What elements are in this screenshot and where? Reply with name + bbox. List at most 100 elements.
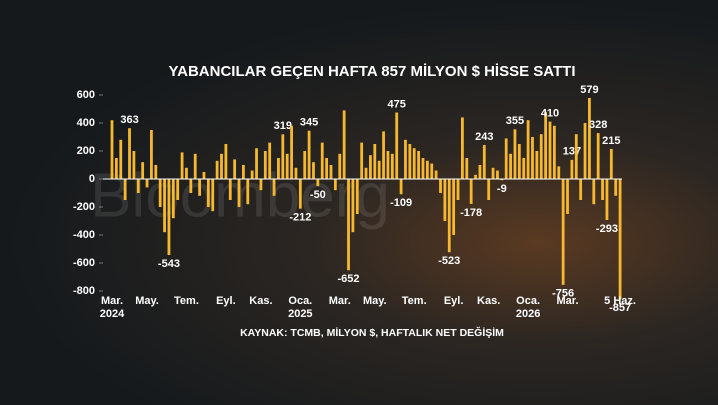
bar xyxy=(316,179,320,186)
bar xyxy=(298,179,302,209)
value-label: -178 xyxy=(460,207,482,219)
bar xyxy=(202,172,206,179)
bar xyxy=(447,179,451,253)
bar xyxy=(123,179,127,200)
bar xyxy=(443,179,447,221)
x-tick-label: Tem. xyxy=(401,295,427,307)
bar xyxy=(277,158,280,179)
bar xyxy=(390,153,394,179)
bar xyxy=(478,165,482,179)
y-tick-label: -600 xyxy=(73,257,95,269)
bar xyxy=(552,125,556,179)
bar xyxy=(110,120,114,179)
bar xyxy=(198,179,201,196)
bar xyxy=(496,170,499,179)
value-label: 319 xyxy=(274,120,292,132)
bar xyxy=(456,179,460,200)
bar xyxy=(570,159,574,179)
bar xyxy=(531,137,534,179)
bar xyxy=(215,160,219,179)
bar xyxy=(312,162,315,179)
bar xyxy=(535,151,539,179)
bar xyxy=(141,162,145,179)
bar xyxy=(487,179,491,200)
bar xyxy=(220,153,223,179)
bar xyxy=(150,130,153,179)
bar xyxy=(377,160,381,179)
bar xyxy=(522,158,526,179)
bar xyxy=(439,179,442,193)
value-label: 137 xyxy=(563,146,581,158)
bar xyxy=(408,144,412,179)
bar xyxy=(176,179,180,200)
y-tick-label: 600 xyxy=(77,89,95,101)
bar xyxy=(360,142,364,179)
bar xyxy=(386,151,390,179)
x-tick-label: Eyl. xyxy=(443,295,464,307)
bar xyxy=(294,167,298,179)
bar xyxy=(618,179,622,299)
bar xyxy=(255,148,258,179)
x-tick-label: Mar. xyxy=(556,295,579,307)
x-tick-label: Mar. xyxy=(328,295,351,307)
bar xyxy=(399,179,403,195)
value-label: -857 xyxy=(609,302,631,314)
bar xyxy=(347,179,350,271)
x-tick-label: Tem. xyxy=(174,295,199,307)
bar xyxy=(233,159,237,179)
x-tick-label: May. xyxy=(135,295,159,307)
bar xyxy=(268,142,272,179)
bar xyxy=(237,179,241,207)
value-label: -9 xyxy=(497,183,507,195)
y-tick-label: 400 xyxy=(77,117,95,129)
bar xyxy=(504,138,508,179)
bar xyxy=(290,125,293,179)
value-label: -756 xyxy=(552,288,574,300)
bar xyxy=(592,179,596,205)
x-tick-label: Mar. 2024 xyxy=(99,295,125,320)
x-tick-label: Kas. xyxy=(249,295,273,307)
x-tick-label: May. xyxy=(362,295,387,307)
bar xyxy=(114,158,118,179)
bar xyxy=(325,158,329,179)
value-label: 243 xyxy=(475,131,493,143)
value-label: -652 xyxy=(338,273,360,285)
bar xyxy=(171,179,175,219)
bar xyxy=(509,153,512,179)
value-label: -543 xyxy=(158,258,180,270)
bar xyxy=(320,142,324,179)
bar xyxy=(583,123,587,179)
bar xyxy=(404,139,407,179)
value-label: 215 xyxy=(602,135,620,147)
bar xyxy=(421,158,425,179)
bar xyxy=(425,160,429,179)
bar xyxy=(158,179,162,207)
bar xyxy=(281,134,285,179)
bar xyxy=(259,179,263,191)
value-label: -109 xyxy=(390,197,412,209)
bar xyxy=(517,144,521,179)
y-tick-label: 200 xyxy=(77,145,95,157)
bar xyxy=(469,179,473,204)
bar xyxy=(434,170,438,179)
y-tick-label: 0 xyxy=(89,173,95,185)
value-label: 345 xyxy=(300,117,318,129)
bar xyxy=(579,179,583,200)
x-tick-label: 5 Haz. xyxy=(604,295,636,307)
bar xyxy=(500,179,504,181)
bar xyxy=(263,151,267,179)
bar xyxy=(119,139,123,179)
value-label: 328 xyxy=(589,119,607,131)
value-label: -293 xyxy=(596,223,618,235)
bar xyxy=(430,163,434,179)
bar xyxy=(364,167,368,179)
y-tick-label: -400 xyxy=(73,229,95,241)
x-tick-label: Eyl. xyxy=(216,295,236,307)
bar xyxy=(539,134,543,179)
bar xyxy=(482,144,486,179)
source-note: KAYNAK: TCMB, MİLYON $, HAFTALIK NET DEĞ… xyxy=(240,326,504,339)
bar xyxy=(601,179,604,200)
bar xyxy=(285,153,289,179)
bar xyxy=(351,179,355,233)
